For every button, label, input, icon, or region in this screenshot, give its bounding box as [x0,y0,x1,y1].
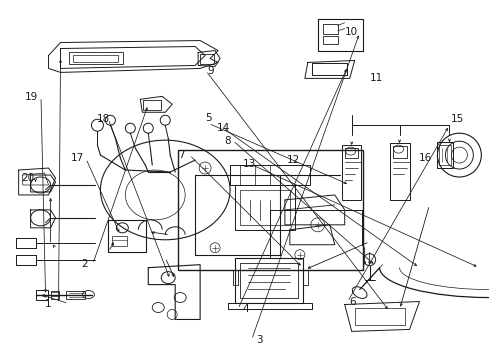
Text: 8: 8 [224,136,231,145]
Text: 16: 16 [419,153,432,163]
Bar [200,54,214,64]
Bar [50,291,58,298]
Text: 12: 12 [287,155,300,165]
Bar [390,143,410,200]
Bar [66,291,85,298]
Bar [323,36,338,44]
Bar [323,24,338,33]
Text: 9: 9 [207,66,214,76]
Bar [303,270,308,285]
Text: 13: 13 [243,159,256,169]
Text: 19: 19 [24,92,38,102]
Text: 20: 20 [21,173,34,183]
Bar [392,146,407,158]
Text: 6: 6 [349,297,356,307]
Bar [230,165,310,185]
Text: 2: 2 [81,259,88,269]
Bar [36,289,48,300]
Bar [355,307,405,325]
Text: 11: 11 [370,73,384,83]
Bar [74,55,119,62]
Text: 5: 5 [205,113,212,123]
Bar [438,142,453,168]
Bar [318,19,363,50]
Bar [233,270,238,285]
Bar [312,63,347,75]
Text: 1: 1 [45,299,52,309]
Bar [240,190,290,225]
Bar [235,185,295,230]
Bar [240,263,298,298]
Bar [345,148,358,158]
Bar [342,145,361,200]
Bar [69,53,123,64]
Text: 14: 14 [217,123,230,133]
Text: 18: 18 [97,114,110,124]
Text: 3: 3 [256,334,263,345]
Bar [235,258,303,302]
Bar [108,220,147,252]
Text: 4: 4 [243,304,249,314]
Bar [178,150,363,270]
Text: 17: 17 [71,153,84,163]
Bar [143,100,161,110]
Bar [112,236,127,246]
Bar [440,145,451,165]
Text: 15: 15 [451,114,464,124]
Text: 10: 10 [345,27,358,37]
Text: 7: 7 [178,150,185,160]
